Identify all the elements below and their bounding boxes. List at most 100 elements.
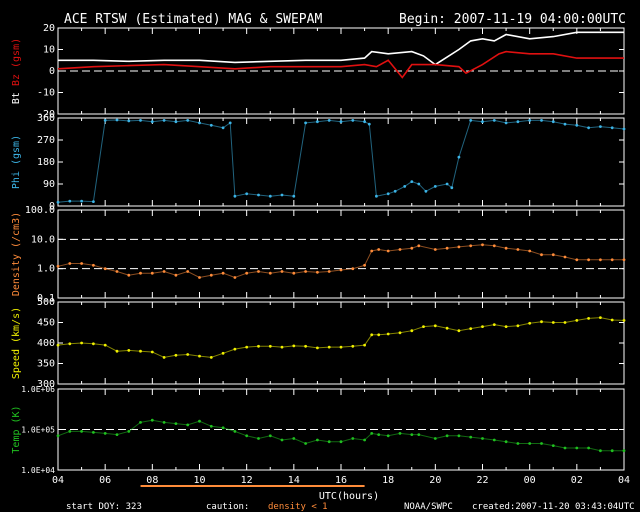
series-temp-point [245,434,249,438]
series-phi-point [221,126,225,130]
series-speed-point [563,321,567,324]
series-temp-point [257,437,260,440]
series-phi-point [351,119,355,122]
mag-ytick-label: 10 [43,45,55,56]
series-density-point [528,249,532,253]
speed-ytick-label: 400 [37,338,55,349]
series-density-line [57,244,624,279]
mag-ylabel: Bt Bz (gsm) [11,38,22,104]
series-temp-point [551,444,555,447]
series-density-point [398,248,402,251]
series-speed-point [150,350,154,354]
series-temp-point [92,431,95,434]
series-speed-point [186,353,190,356]
series-density-point [386,249,390,253]
speed-ytick-label: 500 [37,297,55,308]
series-temp-point [186,423,190,427]
series-phi-point [174,120,178,124]
series-phi-point [367,122,371,126]
x-axis-label: UTC(hours) [319,491,379,502]
speed-frame [57,301,625,385]
series-temp-point [115,433,119,436]
speed-ytick-label: 300 [37,379,55,390]
begin-time: Begin: 2007-11-19 04:00:00UTC [399,12,626,27]
series-temp-point [575,446,579,450]
series-density-point [410,246,414,250]
series-temp-point [68,430,72,433]
series-speed-point [575,319,579,322]
series-density-point [304,270,307,273]
series-density-point [103,267,107,271]
series-speed-point [422,325,425,328]
series-density-point [370,249,374,253]
series-speed-point [370,333,374,337]
series-speed-point [363,343,366,347]
x-tick-label: 22 [476,475,488,486]
series-density-point [139,271,142,275]
density-ytick-label: 100.0 [25,205,55,216]
series-density-point [351,267,355,271]
series-phi-point [450,186,454,190]
series-speed-point [221,351,225,355]
series-phi-point [327,119,331,122]
series-phi-point [469,119,473,122]
series-density-point [68,262,72,265]
series-speed-point [492,323,496,326]
series-speed-point [339,345,343,349]
series-temp-point [492,438,496,442]
series-density-point [433,248,437,251]
series-temp-point [417,433,421,436]
series-phi-point [504,121,508,125]
x-tick-label: 02 [571,475,583,486]
x-tick-label: 18 [382,475,394,486]
series-temp-point [198,419,201,423]
series-density-point [469,244,473,248]
phi-frame [57,117,625,207]
series-density-point [504,246,508,250]
series-density-point [339,268,343,272]
series-speed-point [139,349,142,353]
series-density-point [481,243,484,247]
caution-text: density < 1 [268,502,328,512]
series-phi-point [162,119,166,122]
speed-ytick-label: 450 [37,318,55,329]
plot-title: ACE RTSW (Estimated) MAG & SWEPAM [64,12,322,27]
x-tick-label: 06 [99,475,111,486]
series-temp-point [56,434,60,438]
series-speed-point [457,329,461,333]
series-temp-point [80,430,83,433]
phi-ylabel-part: (gsm) [11,135,22,171]
series-density-point [575,258,579,262]
series-speed-point [445,326,449,330]
phi-ytick-label: 360 [37,113,55,124]
series-temp-point [127,430,131,433]
mag-ylabel-part: Bt [11,92,22,104]
series-temp-point [610,449,614,453]
start-doy: start DOY: 323 [66,502,142,512]
series-phi-point [68,199,72,203]
phi-ytick-label: 270 [37,135,55,146]
series-density-point [280,270,284,273]
series-speed-point [377,333,381,337]
series-phi-point [599,125,602,128]
created-timestamp: created:2007-11-20 03:43:04UTC [472,502,635,512]
series-speed-point [257,344,260,348]
series-phi-point [304,121,307,125]
series-density-point [221,271,225,275]
series-phi-point [127,119,131,123]
series-density-point [516,248,520,251]
series-density-point [587,258,590,262]
speed-ylabel-part: (km/s) [11,307,22,349]
series-density-point [92,263,95,267]
series-speed-point [528,321,532,325]
series-speed-point [433,324,437,328]
phi-ytick-label: 0 [49,201,55,212]
mag-ytick-label: -10 [37,88,55,99]
series-speed-point [386,332,390,336]
series-bt-line [58,31,624,66]
series-speed-point [410,329,414,333]
series-phi-point [80,199,83,203]
series-speed-point [610,318,614,322]
temp-ytick-label: 1.0E+05 [21,426,55,435]
